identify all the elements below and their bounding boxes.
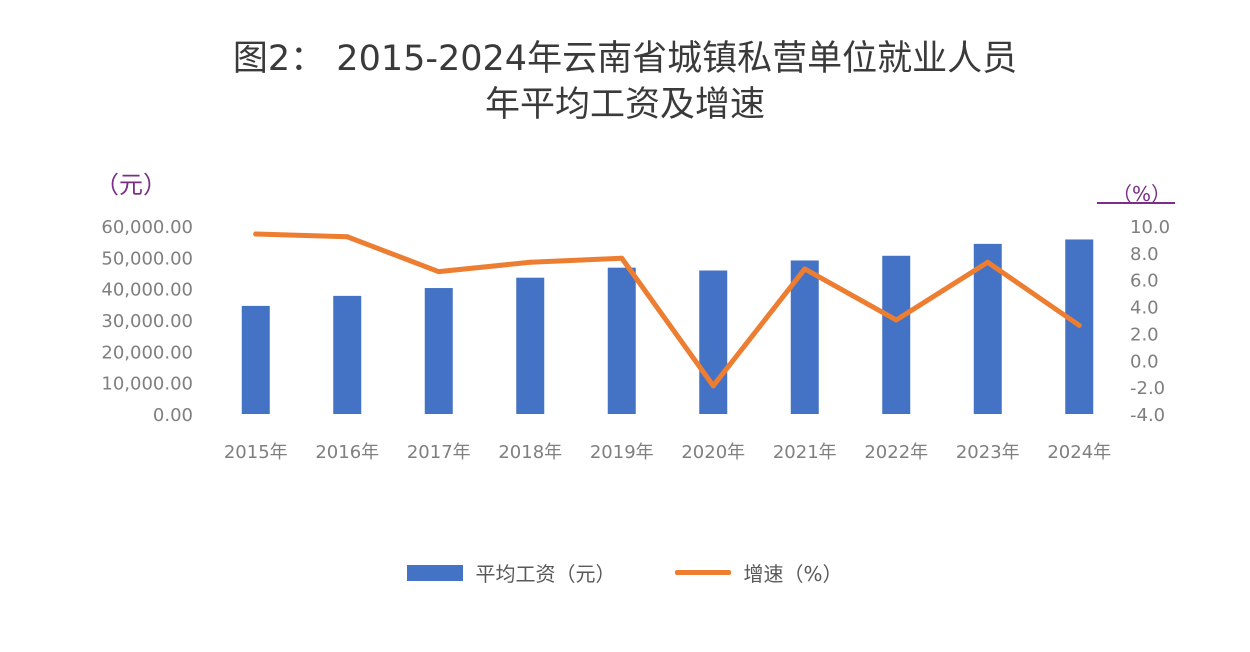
right-tick-label: -2.0: [1130, 378, 1165, 399]
left-axis-unit: （元）: [95, 171, 167, 199]
left-tick-label: 40,000.00: [101, 280, 193, 301]
growth-point: [344, 234, 350, 240]
growth-point: [710, 383, 716, 389]
right-tick-label: 4.0: [1130, 298, 1159, 319]
legend-swatch-line: [675, 570, 732, 575]
right-tick-label: 2.0: [1130, 324, 1159, 345]
bar: [790, 260, 819, 414]
right-tick-label: 10.0: [1130, 217, 1170, 238]
bar: [699, 270, 728, 414]
growth-point: [985, 259, 991, 265]
right-tick-label: 0.0: [1130, 351, 1159, 372]
left-tick-label: 10,000.00: [101, 374, 193, 395]
x-tick-label: 2022年: [864, 442, 928, 463]
x-tick-label: 2019年: [590, 442, 654, 463]
legend-label-growth: 增速（%）: [743, 562, 843, 586]
right-tick-label: 8.0: [1130, 244, 1159, 265]
x-tick-label: 2018年: [498, 442, 562, 463]
right-tick-label: 6.0: [1130, 271, 1159, 292]
growth-point: [893, 317, 899, 323]
bar: [973, 243, 1002, 414]
title-line-2: 年平均工资及增速: [484, 85, 765, 125]
bar: [241, 305, 270, 414]
bar: [516, 277, 545, 414]
left-tick-label: 0.00: [153, 405, 193, 426]
legend-label-wage: 平均工资（元）: [475, 562, 616, 586]
right-tick-label: -4.0: [1130, 405, 1165, 426]
growth-point: [619, 255, 625, 261]
bar: [607, 267, 636, 414]
bar: [424, 288, 453, 414]
growth-point: [802, 266, 808, 272]
right-axis-unit-underline: [1097, 202, 1175, 204]
chart-title: 图2： 2015-2024年云南省城镇私营单位就业人员 年平均工资及增速: [0, 36, 1250, 128]
x-tick-label: 2020年: [681, 442, 745, 463]
growth-point: [436, 269, 442, 275]
bar: [882, 255, 911, 414]
legend: 平均工资（元） 增速（%）: [0, 558, 1250, 587]
left-tick-label: 20,000.00: [101, 342, 193, 363]
left-tick-label: 50,000.00: [101, 248, 193, 269]
growth-point: [253, 231, 259, 237]
legend-item-wage: 平均工资（元）: [407, 558, 615, 587]
growth-series-line: [253, 231, 1082, 389]
x-tick-label: 2017年: [407, 442, 471, 463]
left-tick-label: 60,000.00: [101, 217, 193, 238]
x-tick-label: 2023年: [956, 442, 1020, 463]
growth-point: [527, 259, 533, 265]
x-tick-label: 2021年: [773, 442, 837, 463]
x-tick-label: 2016年: [315, 442, 379, 463]
left-tick-label: 30,000.00: [101, 311, 193, 332]
title-line-1: 图2： 2015-2024年云南省城镇私营单位就业人员: [232, 39, 1018, 79]
legend-swatch-bar: [407, 564, 464, 581]
legend-item-growth: 增速（%）: [675, 558, 843, 587]
x-tick-label: 2024年: [1047, 442, 1111, 463]
x-tick-label: 2015年: [224, 442, 288, 463]
growth-point: [1076, 322, 1082, 328]
bar: [333, 295, 362, 414]
